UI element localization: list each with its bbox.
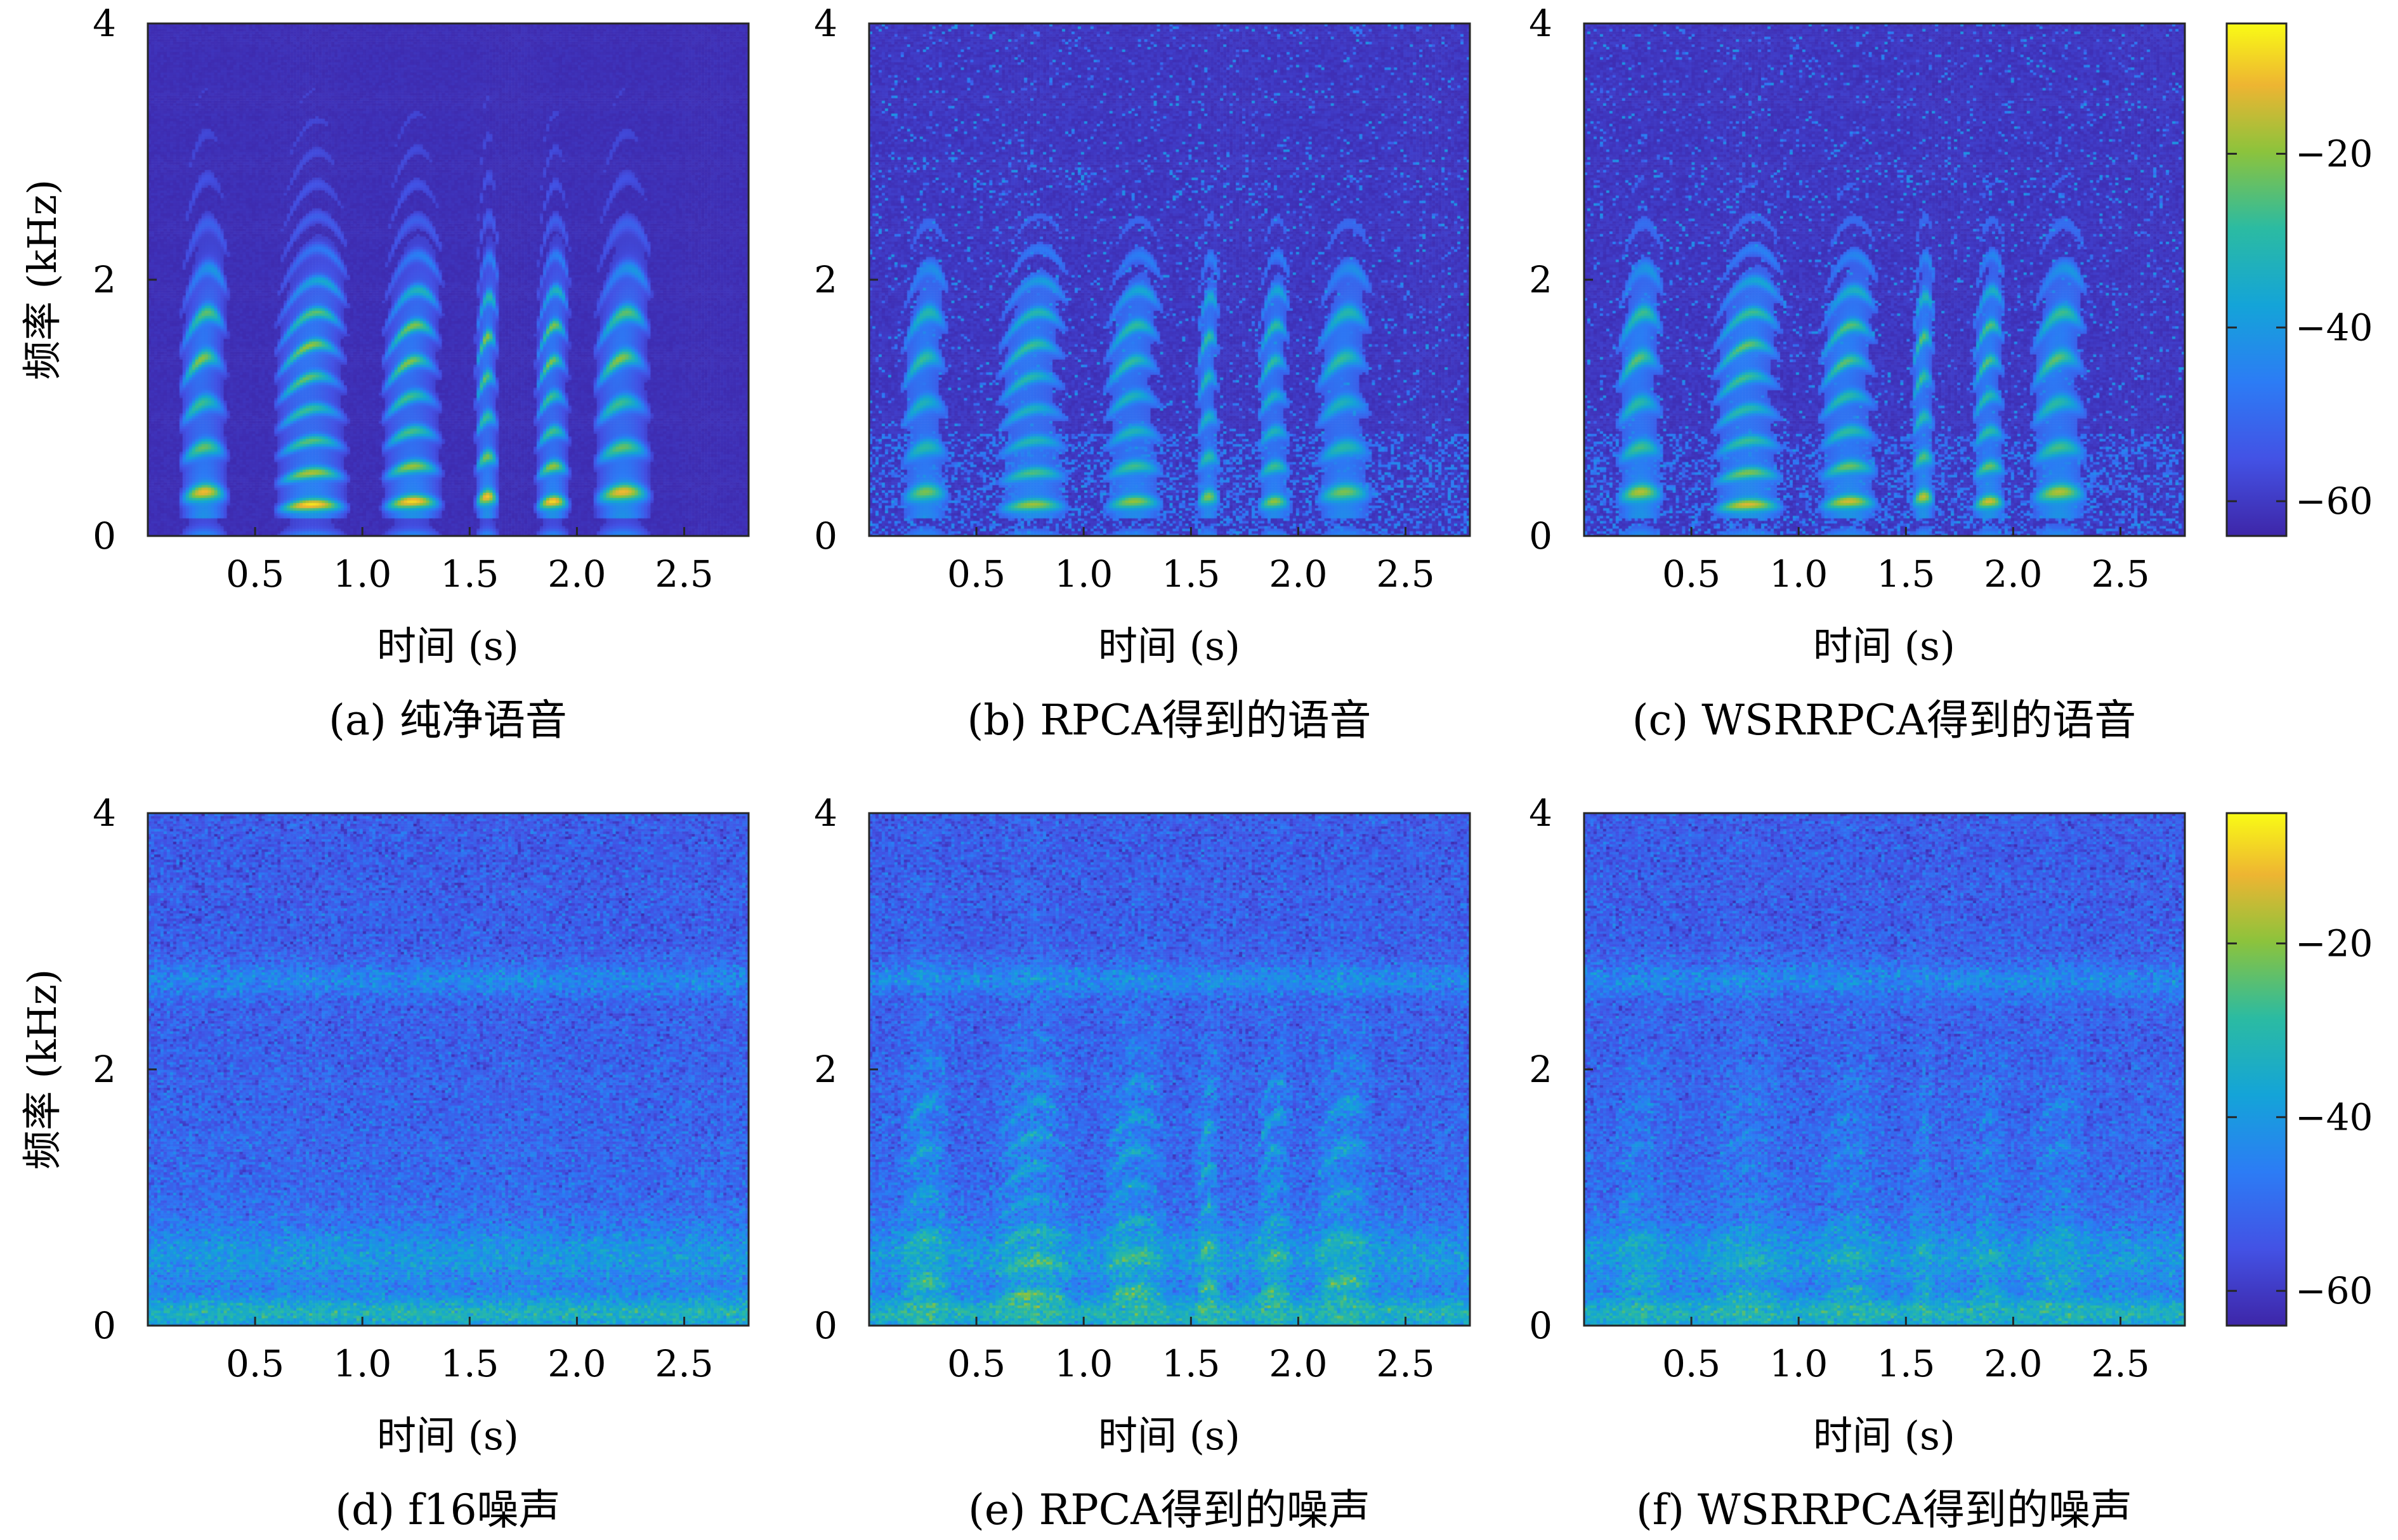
x-tick-label: 1.0 (1054, 1342, 1113, 1385)
xlabel-a: 时间 (s) (377, 623, 519, 669)
panel-c: 0.5 1.0 1.5 2.0 2.5 0 2 4 时间 (s) (c) WSRRPCA得到的… (1529, 2, 2186, 745)
y-tick-label: 4 (93, 792, 116, 835)
spectrogram-f (1584, 813, 2185, 1326)
spectrogram-e (869, 813, 1470, 1326)
ticks-f: 0.5 1.0 1.5 2.0 2.5 0 2 4 (1529, 792, 2150, 1385)
y-tick-label: 2 (1529, 258, 1552, 301)
colorbar-ticks-bottom: −20 −40 −60 (2227, 922, 2373, 1312)
xlabel-f: 时间 (s) (1813, 1413, 1955, 1459)
y-tick-label: 4 (1529, 792, 1552, 835)
x-tick-label: 2.0 (547, 552, 606, 596)
y-tick-label: 0 (814, 514, 837, 558)
y-tick-label: 2 (93, 1048, 116, 1091)
y-tick-label: 4 (814, 792, 837, 835)
xlabel-c: 时间 (s) (1813, 623, 1955, 669)
colorbar-tick-label: −20 (2295, 132, 2373, 175)
y-tick-label: 2 (1529, 1048, 1552, 1091)
colorbar-tick-label: −40 (2295, 306, 2373, 349)
x-tick-label: 0.5 (226, 1342, 284, 1385)
y-tick-label: 0 (1529, 514, 1552, 558)
xlabel-e: 时间 (s) (1098, 1413, 1240, 1459)
caption-e: (e) RPCA得到的噪声 (968, 1485, 1370, 1534)
colorbar-tick-label: −60 (2295, 1269, 2373, 1312)
x-tick-label: 2.5 (2091, 552, 2149, 596)
x-tick-label: 2.5 (655, 1342, 713, 1385)
x-tick-label: 0.5 (1662, 1342, 1720, 1385)
x-tick-label: 1.0 (1054, 552, 1113, 596)
caption-c: (c) WSRRPCA得到的语音 (1632, 696, 2136, 745)
ticks-d: 0.5 1.0 1.5 2.0 2.5 0 2 4 (93, 792, 714, 1385)
x-tick-label: 1.0 (1769, 1342, 1828, 1385)
x-tick-label: 2.0 (547, 1342, 606, 1385)
colorbar-tick-label: −60 (2295, 480, 2373, 523)
x-tick-label: 0.5 (947, 552, 1006, 596)
spectrogram-b (869, 23, 1470, 536)
y-tick-label: 0 (814, 1304, 837, 1347)
colorbar-bottom: −20 −40 −60 (2225, 812, 2373, 1327)
y-tick-label: 0 (93, 1304, 116, 1347)
x-tick-label: 1.5 (1162, 1342, 1220, 1385)
colorbar-scale (2225, 22, 2288, 537)
y-tick-label: 2 (93, 258, 116, 301)
caption-f: (f) WSRRPCA得到的噪声 (1636, 1485, 2132, 1534)
y-tick-label: 0 (1529, 1304, 1552, 1347)
x-tick-label: 1.5 (1877, 552, 1935, 596)
x-tick-label: 1.5 (1162, 552, 1220, 596)
panel-a: 0.5 1.0 1.5 2.0 2.5 0 2 4 时间 (s) 频率 (kHz) (a) 纯… (19, 2, 750, 745)
caption-d: (d) f16噪声 (335, 1485, 560, 1534)
y-tick-label: 4 (93, 2, 116, 45)
y-tick-label: 4 (814, 2, 837, 45)
x-tick-label: 1.0 (333, 552, 391, 596)
x-tick-label: 2.0 (1984, 552, 2042, 596)
x-tick-label: 1.0 (1769, 552, 1828, 596)
y-tick-label: 4 (1529, 2, 1552, 45)
panel-f: 0.5 1.0 1.5 2.0 2.5 0 2 4 时间 (s) (f) WSRRPCA得到的… (1529, 792, 2186, 1534)
x-tick-label: 0.5 (1662, 552, 1720, 596)
x-tick-label: 2.0 (1269, 552, 1327, 596)
panel-d: 0.5 1.0 1.5 2.0 2.5 0 2 4 时间 (s) 频率 (kHz) (d) f… (19, 792, 750, 1534)
ticks-e: 0.5 1.0 1.5 2.0 2.5 0 2 4 (814, 792, 1435, 1385)
caption-a: (a) 纯净语音 (329, 696, 567, 745)
x-tick-label: 2.5 (655, 552, 713, 596)
spectrogram-d (148, 813, 749, 1326)
xlabel-d: 时间 (s) (377, 1413, 519, 1459)
x-tick-label: 0.5 (226, 552, 284, 596)
colorbar-tick-label: −20 (2295, 922, 2373, 965)
xlabel-b: 时间 (s) (1098, 623, 1240, 669)
ticks-b: 0.5 1.0 1.5 2.0 2.5 0 2 4 (814, 2, 1435, 596)
x-tick-label: 2.5 (1376, 1342, 1434, 1385)
x-tick-label: 1.5 (440, 1342, 499, 1385)
colorbar-scale (2225, 812, 2288, 1327)
spectrogram-c (1584, 23, 2185, 536)
colorbar-top: −20 −40 −60 (2225, 22, 2373, 537)
x-tick-label: 2.5 (2091, 1342, 2149, 1385)
x-tick-label: 2.0 (1984, 1342, 2042, 1385)
y-tick-label: 2 (814, 258, 837, 301)
ticks-a: 0.5 1.0 1.5 2.0 2.5 0 2 4 (93, 2, 714, 596)
x-tick-label: 1.5 (1877, 1342, 1935, 1385)
ylabel-d: 频率 (kHz) (19, 969, 65, 1170)
colorbar-tick-label: −40 (2295, 1095, 2373, 1139)
x-tick-label: 0.5 (947, 1342, 1006, 1385)
x-tick-label: 1.0 (333, 1342, 391, 1385)
ticks-c: 0.5 1.0 1.5 2.0 2.5 0 2 4 (1529, 2, 2150, 596)
y-tick-label: 0 (93, 514, 116, 558)
colorbar-ticks-top: −20 −40 −60 (2227, 132, 2373, 523)
x-tick-label: 1.5 (440, 552, 499, 596)
panel-e: 0.5 1.0 1.5 2.0 2.5 0 2 4 时间 (s) (e) RPCA得到的噪声 (814, 792, 1471, 1534)
caption-b: (b) RPCA得到的语音 (967, 696, 1372, 745)
spectrogram-a (148, 23, 749, 536)
ylabel-a: 频率 (kHz) (19, 179, 65, 380)
panel-b: 0.5 1.0 1.5 2.0 2.5 0 2 4 时间 (s) (b) RPCA得到的语音 (814, 2, 1471, 745)
x-tick-label: 2.0 (1269, 1342, 1327, 1385)
x-tick-label: 2.5 (1376, 552, 1434, 596)
y-tick-label: 2 (814, 1048, 837, 1091)
